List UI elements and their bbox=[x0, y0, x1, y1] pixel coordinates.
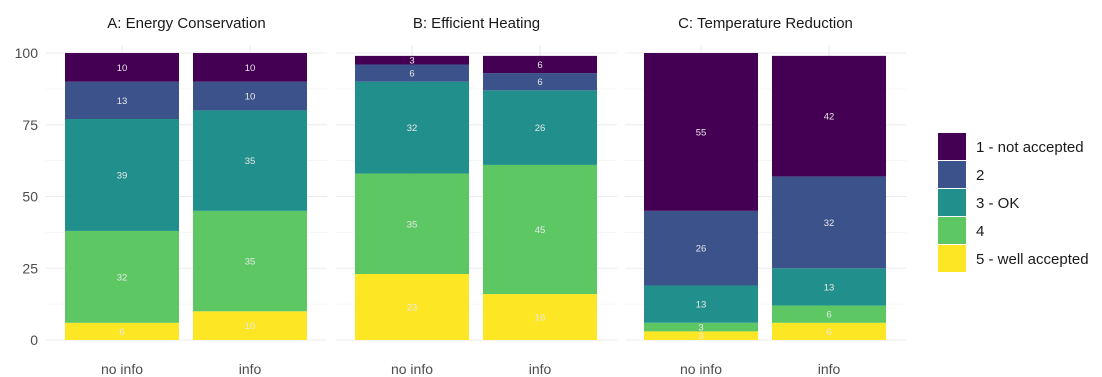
legend-swatch bbox=[938, 217, 966, 244]
bar-segment bbox=[65, 322, 179, 340]
x-tick-label: no info bbox=[391, 361, 433, 377]
facet-title: C: Temperature Reduction bbox=[678, 15, 853, 32]
bar-segment bbox=[193, 53, 307, 82]
y-tick-label: 0 bbox=[30, 332, 38, 348]
bar-segment bbox=[65, 119, 179, 231]
x-tick-label: info bbox=[529, 361, 552, 377]
legend-swatch bbox=[938, 161, 966, 188]
bar-segment bbox=[355, 81, 469, 174]
facet-panel: A: Energy Conservation 6 32 39 13 10 no info 10… bbox=[46, 15, 327, 377]
facet-panel: C: Temperature Reduction 33 13 26 55 no info 6… bbox=[625, 15, 906, 377]
bar-segment bbox=[644, 331, 758, 340]
data-label: 6 bbox=[537, 77, 542, 88]
data-label: 6 bbox=[826, 327, 831, 338]
x-tick-label: no info bbox=[680, 361, 722, 377]
data-label: 32 bbox=[117, 272, 128, 283]
data-label: 26 bbox=[535, 123, 546, 134]
data-label: 10 bbox=[245, 92, 256, 103]
data-label: 42 bbox=[824, 112, 835, 123]
facet-title: B: Efficient Heating bbox=[413, 15, 540, 32]
data-label: 32 bbox=[407, 123, 418, 134]
data-label: 6 bbox=[409, 69, 414, 80]
bar-segment bbox=[644, 322, 758, 332]
data-label: 13 bbox=[117, 96, 128, 107]
bar-segment bbox=[772, 176, 886, 269]
bar-segment bbox=[355, 273, 469, 340]
bar-segment bbox=[193, 110, 307, 211]
x-tick-label: no info bbox=[101, 361, 143, 377]
data-label: 35 bbox=[245, 257, 256, 268]
legend-label: 4 bbox=[976, 223, 984, 240]
legend-label: 2 bbox=[976, 167, 984, 184]
data-label: 6 bbox=[826, 310, 831, 321]
data-label: 32 bbox=[824, 218, 835, 229]
legend-swatch bbox=[938, 245, 966, 272]
data-label: 3 bbox=[698, 323, 703, 334]
bar-segment bbox=[644, 210, 758, 286]
data-label: 13 bbox=[696, 300, 707, 311]
data-label: 6 bbox=[119, 327, 124, 338]
bar-segment bbox=[193, 311, 307, 340]
legend-swatch bbox=[938, 133, 966, 160]
y-tick-label: 100 bbox=[15, 45, 39, 61]
bar-segment bbox=[193, 210, 307, 312]
bar-segment bbox=[193, 81, 307, 111]
bar-segment bbox=[772, 322, 886, 340]
y-tick-label: 25 bbox=[22, 260, 38, 276]
y-tick-label: 75 bbox=[22, 117, 38, 133]
bar-segment bbox=[483, 73, 597, 91]
data-label: 6 bbox=[537, 60, 542, 71]
bar-segment bbox=[772, 305, 886, 323]
legend-label: 1 - not accepted bbox=[976, 139, 1084, 156]
data-label: 35 bbox=[407, 219, 418, 230]
bar-segment bbox=[483, 55, 597, 74]
facet-title: A: Energy Conservation bbox=[107, 15, 265, 32]
bar-segment bbox=[772, 268, 886, 306]
x-tick-label: info bbox=[239, 361, 262, 377]
data-label: 39 bbox=[117, 170, 128, 181]
legend: 1 - not accepted 2 3 - OK 4 5 - well accepte… bbox=[938, 133, 1089, 272]
bar-segment bbox=[65, 230, 179, 323]
facet-panel: B: Efficient Heating 23 35 32 6 3 no info 16 45 2… bbox=[336, 15, 617, 377]
data-label: 16 bbox=[535, 313, 546, 324]
bar-segment bbox=[644, 53, 758, 211]
data-label: 13 bbox=[824, 282, 835, 293]
bar-segment bbox=[483, 90, 597, 165]
bar-segment bbox=[644, 285, 758, 323]
data-label: 10 bbox=[245, 63, 256, 74]
data-label: 3 bbox=[409, 56, 414, 67]
bar-segment bbox=[355, 173, 469, 274]
bar-segment bbox=[65, 81, 179, 120]
legend-swatch bbox=[938, 189, 966, 216]
bar-segment bbox=[355, 55, 469, 65]
data-label: 55 bbox=[696, 127, 707, 138]
data-label: 3 bbox=[698, 331, 703, 342]
bar-segment bbox=[483, 294, 597, 340]
bar-segment bbox=[772, 55, 886, 177]
data-label: 26 bbox=[696, 244, 707, 255]
data-label: 23 bbox=[407, 302, 418, 313]
data-label: 10 bbox=[117, 63, 128, 74]
data-label: 35 bbox=[245, 156, 256, 167]
legend-label: 5 - well accepted bbox=[976, 251, 1089, 268]
data-label: 45 bbox=[535, 225, 546, 236]
legend-label: 3 - OK bbox=[976, 195, 1019, 212]
bar-segment bbox=[65, 53, 179, 82]
x-tick-label: info bbox=[818, 361, 841, 377]
bar-segment bbox=[355, 64, 469, 82]
bar-segment bbox=[483, 164, 597, 295]
data-label: 10 bbox=[245, 321, 256, 332]
y-tick-label: 50 bbox=[22, 189, 38, 205]
